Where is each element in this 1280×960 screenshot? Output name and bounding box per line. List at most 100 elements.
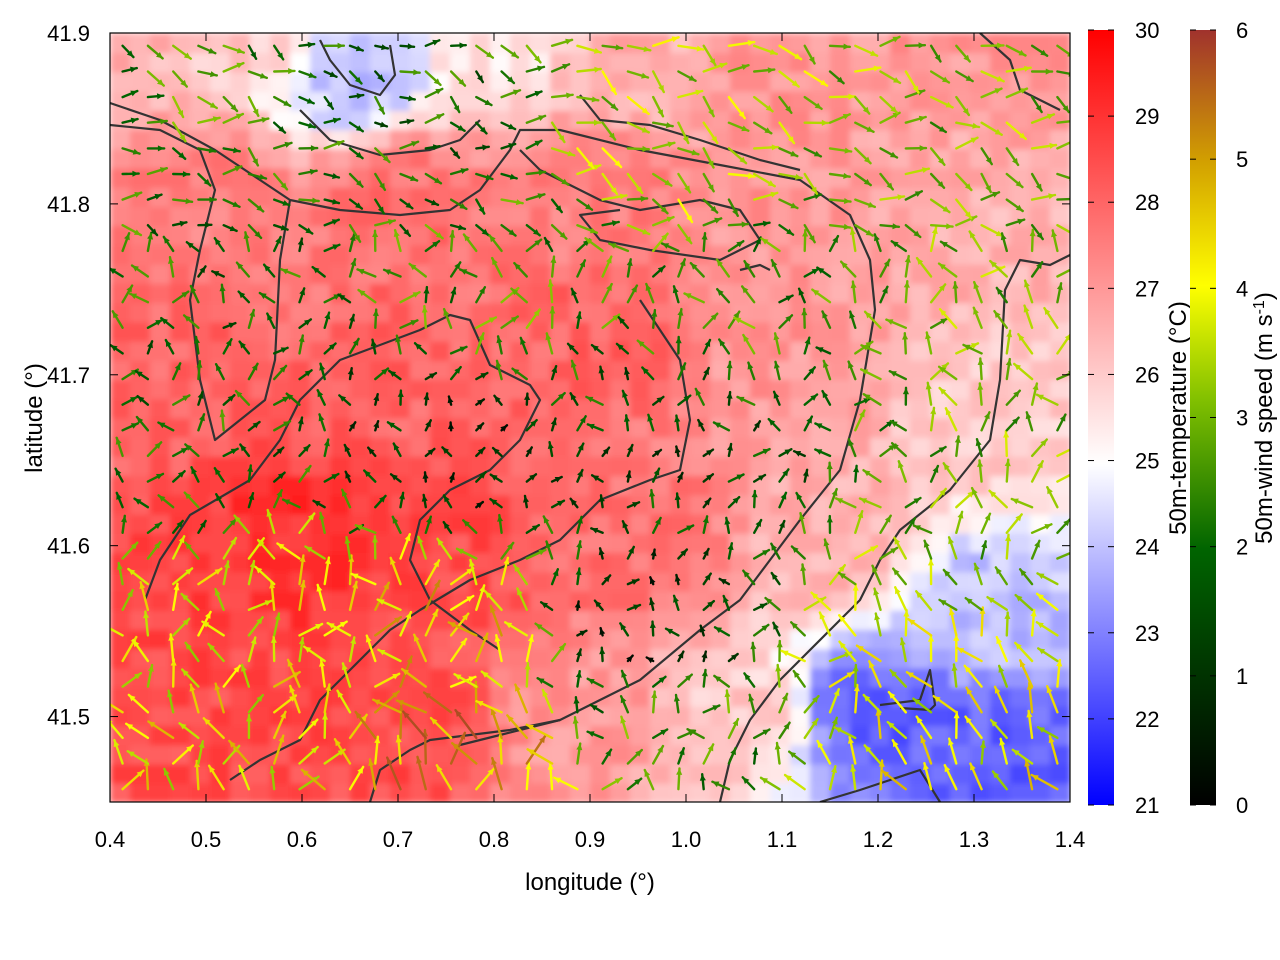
wind-arrow (525, 308, 541, 329)
wind-arrow (980, 191, 1001, 201)
temperature-cell (550, 282, 571, 304)
wind-arrow (778, 223, 795, 236)
x-tick-label: 1.3 (959, 827, 990, 852)
temperature-cell (130, 186, 151, 207)
wind-arrow (847, 360, 857, 381)
temperature-cell (310, 455, 331, 477)
wind-arrow (447, 395, 454, 406)
temperature-cell (730, 282, 751, 304)
temperature-cell (310, 398, 331, 419)
wind-arrow (171, 535, 186, 560)
temperature-cell (390, 186, 411, 207)
temperature-cell (370, 282, 391, 304)
temperature-cell (390, 206, 411, 227)
temperature-cell (510, 71, 531, 92)
temperature-cell (290, 782, 311, 802)
temperature-cell (630, 532, 651, 553)
temperature-cell (650, 244, 671, 265)
temperature-cell (710, 359, 731, 380)
wind-arrow (171, 147, 187, 161)
wind-arrow (1005, 65, 1032, 73)
wind-arrow (929, 317, 949, 329)
temperature-cell (970, 244, 991, 265)
temperature-cell (850, 129, 871, 150)
wind-arrow (590, 343, 604, 355)
wind-arrow (424, 172, 443, 185)
wind-arrow (162, 235, 175, 253)
temperature-cell (270, 571, 291, 592)
temperature-cell (170, 90, 191, 111)
temperature-cell (510, 359, 531, 380)
temperature-cell (450, 436, 471, 457)
temperature-cell (650, 263, 671, 284)
wind-arrow (171, 394, 191, 406)
temperature-cell (210, 629, 231, 650)
wind-arrow (753, 548, 771, 560)
temperature-cell (630, 648, 651, 669)
temperature-cell (930, 436, 951, 457)
temperature-cell (410, 244, 431, 265)
temperature-cell (190, 494, 211, 515)
wind-arrow (128, 292, 150, 304)
temperature-cell (390, 302, 411, 323)
wind-arrow (736, 395, 756, 406)
temperature-cell (350, 667, 371, 688)
temperature-cell (570, 340, 591, 361)
wind-arrow (298, 95, 315, 105)
temperature-cell (570, 321, 591, 342)
wind-arrow (726, 360, 733, 381)
temperature-cell (290, 109, 311, 131)
wind-arrow (424, 419, 432, 432)
wind-arrow (905, 671, 933, 688)
temperature-cell (390, 417, 411, 438)
wind-arrow (1030, 438, 1049, 458)
temperature-cell (990, 148, 1011, 169)
temperature-cell (770, 167, 791, 188)
wind-arrow (601, 777, 623, 791)
wind-arrow (862, 693, 882, 714)
temperature-cell (630, 148, 651, 169)
wind-arrow (348, 258, 357, 278)
wind-arrow (955, 172, 973, 192)
temperature-cell (810, 129, 831, 150)
temperature-cell (110, 629, 131, 650)
wind-arrow (879, 70, 902, 85)
wind-arrow (171, 121, 187, 143)
wind-arrow (651, 308, 658, 329)
wind-arrow (386, 756, 402, 791)
wind-arrow (389, 473, 402, 483)
colorbar-tick-label: 5 (1236, 147, 1248, 172)
temperature-cell (670, 52, 691, 73)
temperature-cell (770, 609, 791, 630)
temperature-cell (230, 725, 251, 746)
wind-arrow (348, 121, 364, 133)
temperature-cell (210, 359, 231, 380)
temperature-cell (630, 263, 651, 284)
wind-arrow (727, 495, 741, 509)
wind-arrow (964, 597, 983, 611)
temperature-cell (1050, 686, 1070, 707)
temperature-cell (950, 379, 971, 400)
wind-arrow (500, 198, 524, 206)
temperature-cell (690, 532, 711, 553)
wind-arrow (890, 442, 907, 458)
wind-arrow (815, 346, 832, 355)
temperature-cell (170, 744, 191, 765)
wind-arrow (416, 755, 427, 791)
temperature-cell (410, 186, 431, 207)
temperature-cell (430, 648, 451, 669)
temperature-cell (650, 763, 671, 784)
wind-arrow (449, 70, 467, 87)
temperature-cell (410, 648, 431, 669)
wind-arrow (1029, 228, 1036, 253)
y-tick-label: 41.8 (47, 192, 90, 217)
temperature-cell (750, 686, 771, 707)
temperature-cell (370, 552, 391, 573)
temperature-cell (590, 552, 611, 573)
wind-arrow (853, 464, 860, 483)
temperature-cell (490, 129, 511, 150)
wind-arrow (626, 284, 639, 304)
temperature-cell (910, 244, 931, 265)
temperature-cell (570, 148, 591, 169)
temperature-cell (970, 552, 991, 573)
